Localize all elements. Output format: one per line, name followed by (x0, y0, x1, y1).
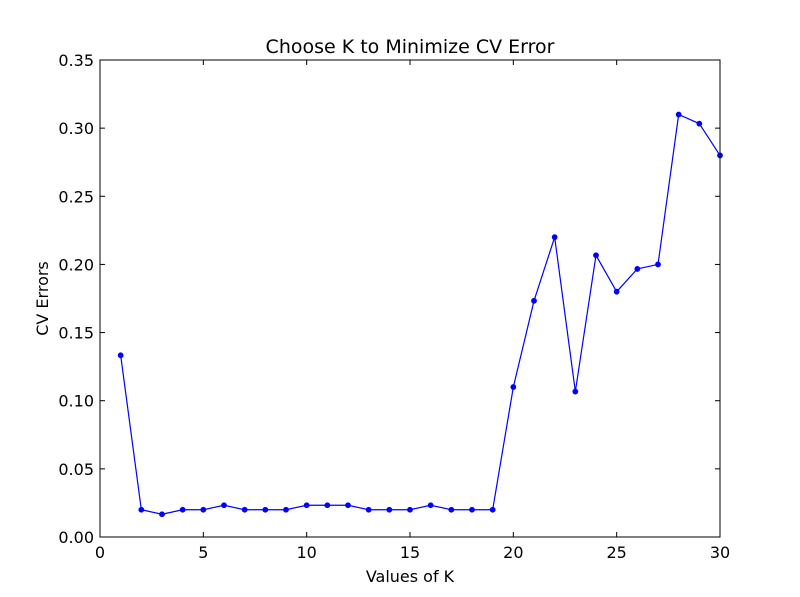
data-point (593, 252, 599, 259)
data-point (510, 384, 517, 390)
data-point (283, 506, 289, 513)
x-axis-label: Values of K (366, 567, 455, 586)
data-point (365, 506, 372, 513)
data-point (221, 502, 227, 509)
x-tick-label: 5 (198, 543, 208, 562)
data-point (386, 506, 393, 513)
data-point (324, 502, 331, 509)
x-tick-label: 10 (296, 543, 316, 562)
data-point (448, 506, 455, 513)
y-tick-label: 0.35 (58, 51, 94, 70)
data-point (551, 234, 558, 241)
data-point (531, 297, 537, 304)
y-tick-label: 0.10 (58, 392, 94, 411)
data-point (407, 506, 413, 513)
data-point (303, 502, 310, 509)
axes-frame (99, 59, 721, 538)
data-point (117, 352, 124, 359)
data-point (469, 506, 475, 513)
data-point (159, 511, 165, 518)
data-point (179, 506, 186, 513)
series-line (120, 113, 721, 515)
y-tick-label: 0.25 (58, 187, 94, 206)
data-point (427, 502, 434, 509)
chart-title: Choose K to Minimize CV Error (266, 36, 555, 58)
y-tick-label: 0.20 (58, 255, 94, 274)
data-point (138, 506, 145, 513)
y-tick-label: 0.00 (58, 528, 94, 547)
data-point (655, 261, 661, 268)
data-point (634, 266, 641, 272)
data-point (262, 506, 269, 513)
y-tick-label: 0.30 (58, 119, 94, 138)
y-axis-label: CV Errors (33, 261, 52, 336)
x-tick-label: 30 (710, 543, 730, 562)
plot-area: 0 5 10 15 20 25 30 0.00 0.05 0.10 0.15 0.20 0.25 0.30… (58, 51, 730, 562)
data-point (345, 502, 351, 509)
x-tick-label: 0 (95, 543, 105, 562)
data-point (572, 388, 579, 395)
data-point (241, 506, 248, 513)
data-point (613, 288, 620, 295)
x-tick-label: 15 (400, 543, 420, 562)
data-point (200, 506, 207, 513)
data-point (696, 120, 703, 127)
data-point (489, 506, 496, 513)
data-point (675, 111, 682, 118)
x-tick-label: 20 (503, 543, 523, 562)
x-tick-label: 25 (606, 543, 626, 562)
y-tick-label: 0.15 (58, 324, 94, 343)
y-tick-label: 0.05 (58, 460, 94, 479)
